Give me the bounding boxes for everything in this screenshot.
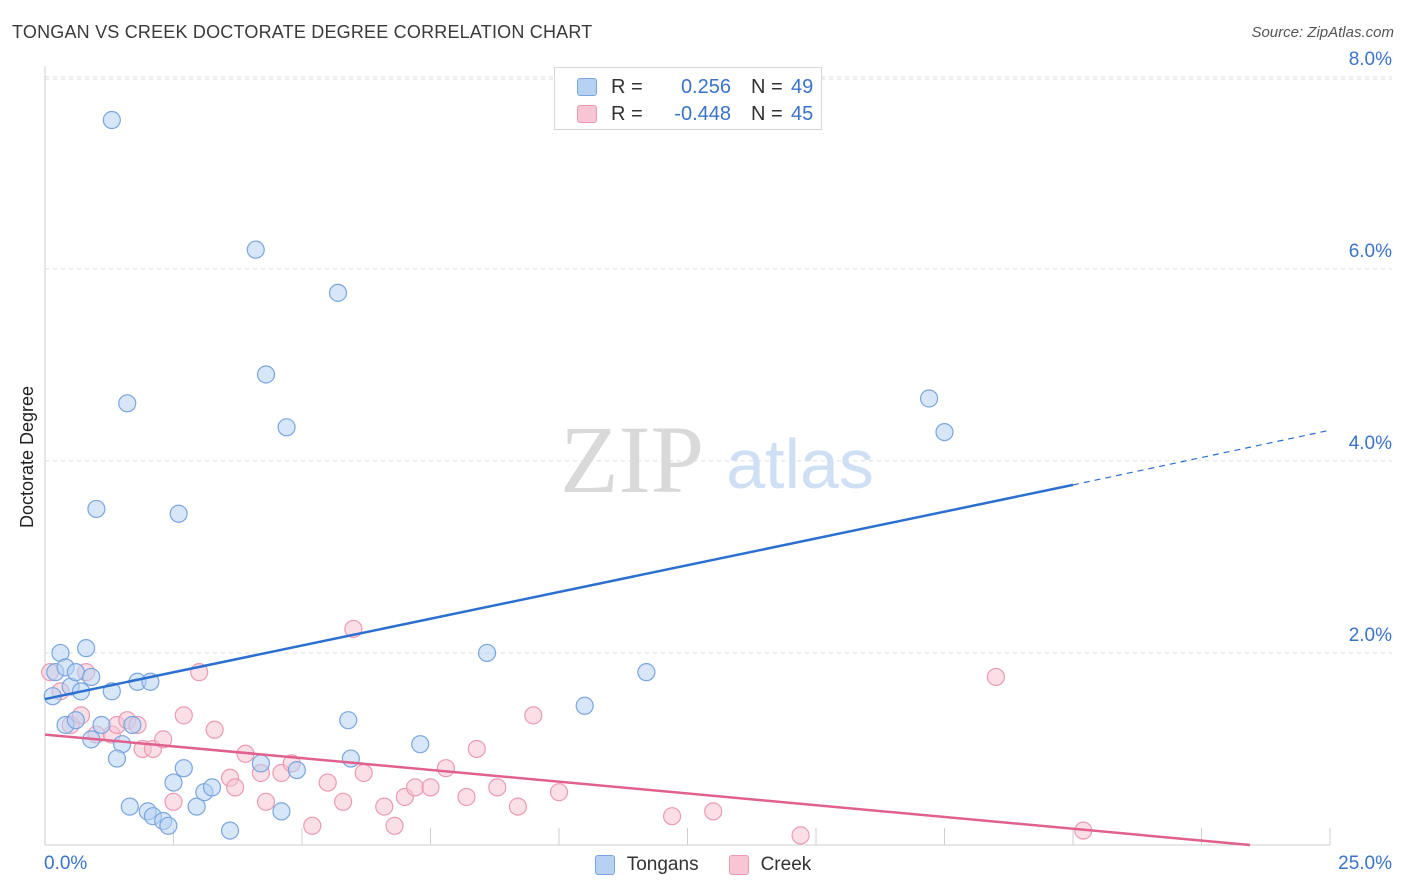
legend-n-label: N = <box>751 102 783 125</box>
tongans-point <box>256 365 276 384</box>
tongans-point <box>187 797 206 816</box>
creek-point <box>318 773 337 792</box>
x-tick-label-max: 25.0% <box>1338 853 1392 874</box>
axes <box>44 66 1331 846</box>
tongans-point <box>637 663 656 682</box>
creek-point <box>385 816 404 835</box>
tongans-point <box>575 696 594 715</box>
legend-n-value: 49 <box>791 75 814 98</box>
creek-point <box>467 739 486 759</box>
tongans-trend-line <box>44 483 1074 701</box>
tongans-point <box>277 418 296 437</box>
tongans-point <box>287 761 306 780</box>
tongans-point <box>107 749 127 768</box>
tongans-point <box>919 389 939 408</box>
creek-point <box>986 667 1006 687</box>
creek-point <box>405 778 425 797</box>
tongans-point <box>123 715 142 735</box>
legend-swatch-tongans <box>594 855 615 875</box>
creek-point <box>303 816 322 835</box>
tongans-point <box>66 711 85 730</box>
creek-point <box>457 787 476 807</box>
grid-lines <box>45 76 1392 654</box>
legend-swatch-creek <box>728 855 749 875</box>
tongans-point <box>77 639 96 658</box>
creek-point <box>488 778 507 797</box>
tongans-point <box>251 754 270 773</box>
tongans-point <box>87 499 106 519</box>
watermark: ZIP atlas <box>560 406 874 513</box>
legend-n-label: N = <box>751 75 783 98</box>
legend-label-creek: Creek <box>760 854 812 875</box>
creek-point <box>508 797 527 816</box>
creek-point <box>226 778 245 797</box>
y-tick-label: 6.0% <box>1349 241 1392 262</box>
chart-title: TONGAN VS CREEK DOCTORATE DEGREE CORRELA… <box>12 22 593 42</box>
creek-point <box>549 783 569 802</box>
creek-point <box>164 792 183 811</box>
creek-point <box>421 778 440 797</box>
y-tick-label: 4.0% <box>1349 433 1392 454</box>
tongans-point <box>220 821 240 840</box>
legend-label-tongans: Tongans <box>626 854 699 875</box>
legend-swatch-creek <box>577 105 597 123</box>
tongans-point <box>935 422 954 442</box>
legend-row-creek: R = -0.448 N = 45 <box>577 102 813 126</box>
tongans-point <box>82 667 101 687</box>
tongans-point <box>164 773 183 792</box>
trend-lines <box>44 429 1331 847</box>
legend-r-value: 0.256 <box>680 75 731 98</box>
tongans-point <box>159 816 178 835</box>
series-legend: Tongans Creek <box>0 852 1406 878</box>
tongans-point <box>66 663 85 682</box>
legend-r-label: R = <box>611 102 643 125</box>
tongans-point <box>477 643 497 663</box>
creek-point <box>791 826 810 845</box>
creek-point <box>524 706 543 725</box>
legend-r-label: R = <box>611 75 643 98</box>
tongans-point <box>169 504 188 523</box>
tongans-point <box>246 240 265 259</box>
tongans-series <box>43 110 954 840</box>
creek-point <box>334 792 353 811</box>
source-label: Source: ZipAtlas.com <box>1251 24 1394 41</box>
tongans-trend-extension <box>1072 429 1331 486</box>
tongans-point <box>120 797 139 816</box>
creek-point <box>256 792 276 811</box>
creek-point <box>375 797 394 816</box>
creek-point <box>436 759 456 778</box>
tongans-point <box>102 110 121 130</box>
legend-n-value: 45 <box>791 102 814 125</box>
watermark-zip: ZIP <box>560 406 704 513</box>
y-axis-label: Doctorate Degree <box>17 386 37 528</box>
y-tick-label: 8.0% <box>1349 49 1392 70</box>
y-tick-label: 2.0% <box>1349 625 1392 646</box>
watermark-atlas: atlas <box>726 425 874 503</box>
tongans-point <box>202 778 222 797</box>
legend-item-tongans: Tongans <box>594 852 699 878</box>
tongans-point <box>118 394 137 413</box>
x-tick-label-min: 0.0% <box>44 853 87 874</box>
axis-labels: 2.0% 4.0% 6.0% 8.0% 0.0% 25.0% Doctorate Degre… <box>17 49 1392 874</box>
tongans-point <box>339 711 358 730</box>
creek-point <box>662 807 682 826</box>
creek-point <box>354 763 373 783</box>
tongans-point <box>341 749 360 768</box>
creek-point <box>205 720 224 739</box>
creek-point <box>174 706 193 725</box>
legend-r-value: -0.448 <box>674 102 731 125</box>
tongans-point <box>92 715 111 735</box>
correlation-legend: R = 0.256 N = 49 R = -0.448 N = 45 <box>554 67 822 130</box>
tongans-point <box>328 283 348 302</box>
legend-item-creek: Creek <box>728 852 812 878</box>
tongans-point <box>174 759 193 778</box>
legend-swatch-tongans <box>577 78 597 96</box>
creek-point <box>704 802 723 821</box>
creek-point <box>154 730 173 749</box>
tongans-point <box>272 802 291 821</box>
creek-trend-line <box>44 733 1251 847</box>
legend-row-tongans: R = 0.256 N = 49 <box>577 75 813 99</box>
tongans-point <box>411 735 430 754</box>
